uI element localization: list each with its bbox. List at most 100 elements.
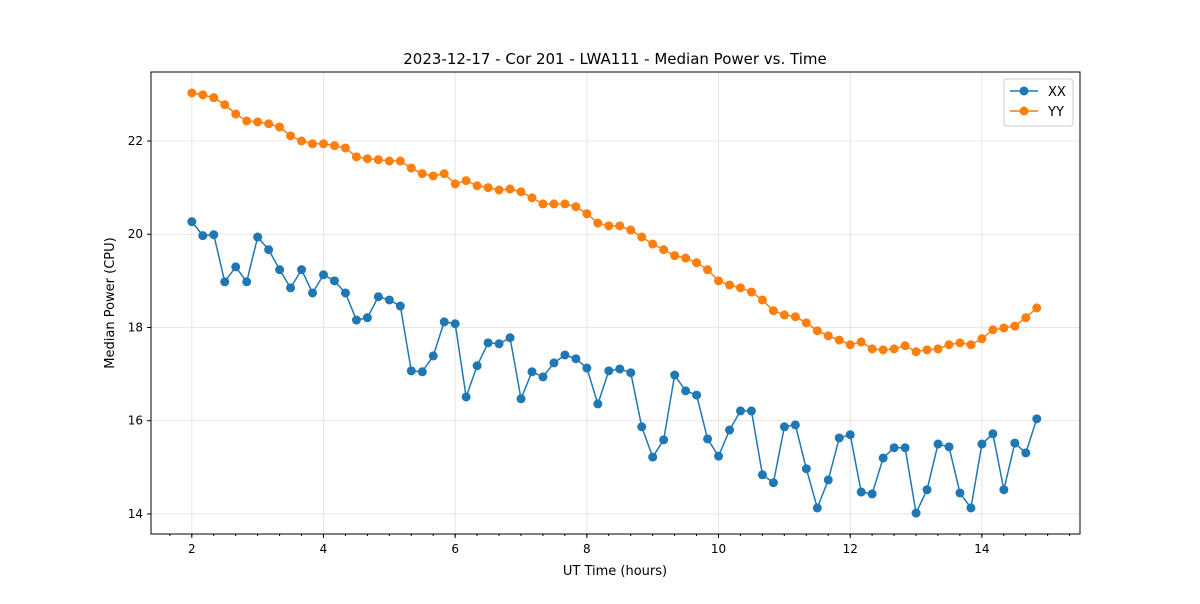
data-point-yy — [801, 318, 811, 328]
data-point-xx — [516, 394, 526, 404]
data-point-xx — [977, 439, 987, 449]
data-point-yy — [955, 338, 965, 348]
data-point-yy — [461, 176, 471, 186]
data-point-xx — [812, 503, 822, 513]
data-point-yy — [999, 323, 1009, 333]
y-tick-label: 22 — [128, 134, 143, 148]
x-tick-label: 2 — [188, 542, 196, 556]
data-point-xx — [384, 295, 394, 305]
data-point-yy — [779, 310, 789, 320]
legend-yy-label: YY — [1047, 105, 1064, 120]
data-point-yy — [746, 287, 756, 297]
data-point-yy — [264, 119, 274, 129]
grid — [151, 72, 1080, 534]
data-point-yy — [703, 265, 713, 275]
data-point-xx — [714, 451, 724, 461]
data-point-yy — [867, 344, 877, 354]
y-tick-label: 16 — [128, 414, 143, 428]
data-point-xx — [461, 392, 471, 402]
data-point-xx — [878, 453, 888, 463]
data-point-xx — [319, 270, 329, 280]
data-point-yy — [593, 218, 603, 228]
data-point-xx — [494, 339, 504, 349]
data-point-yy — [692, 258, 702, 268]
data-point-yy — [735, 283, 745, 293]
data-point-yy — [340, 143, 350, 153]
data-point-yy — [329, 141, 339, 151]
data-point-yy — [878, 345, 888, 355]
plot-frame — [150, 71, 1081, 535]
data-point-yy — [681, 253, 691, 263]
x-tick-label: 4 — [320, 542, 328, 556]
data-point-yy — [615, 221, 625, 231]
data-point-xx — [527, 367, 537, 377]
x-tick-label: 12 — [843, 542, 858, 556]
data-point-yy — [714, 276, 724, 286]
data-point-xx — [725, 425, 735, 435]
data-point-yy — [483, 183, 493, 193]
data-point-yy — [308, 139, 318, 149]
data-point-yy — [757, 295, 767, 305]
data-point-xx — [626, 368, 636, 378]
data-point-yy — [648, 239, 658, 249]
data-point-yy — [670, 251, 680, 261]
data-point-xx — [681, 386, 691, 396]
data-point-xx — [428, 351, 438, 361]
data-point-xx — [637, 422, 647, 432]
data-point-yy — [384, 156, 394, 166]
data-point-yy — [220, 100, 230, 110]
data-point-yy — [659, 245, 669, 255]
data-point-xx — [944, 442, 954, 452]
data-point-xx — [768, 478, 778, 488]
data-point-xx — [911, 508, 921, 518]
data-point-xx — [922, 485, 932, 495]
data-point-yy — [944, 340, 954, 350]
data-point-yy — [505, 184, 515, 194]
data-point-yy — [966, 340, 976, 350]
data-point-yy — [823, 331, 833, 341]
data-point-yy — [637, 232, 647, 242]
y-axis-label: Median Power (CPU) — [103, 237, 118, 368]
data-point-yy — [527, 193, 537, 203]
data-point-xx — [955, 488, 965, 498]
data-point-xx — [362, 313, 372, 323]
data-point-xx — [395, 301, 405, 311]
data-point-yy — [977, 334, 987, 344]
data-point-xx — [593, 399, 603, 409]
data-point-yy — [768, 306, 778, 316]
data-point-yy — [1032, 303, 1042, 313]
data-point-xx — [1010, 438, 1020, 448]
data-point-yy — [516, 187, 526, 197]
data-point-yy — [900, 341, 910, 351]
data-point-xx — [275, 265, 285, 275]
data-point-yy — [439, 169, 449, 179]
data-point-yy — [549, 199, 559, 209]
y-tick-label: 20 — [128, 227, 143, 241]
legend-xx-marker — [1019, 86, 1029, 96]
data-point-xx — [999, 485, 1009, 495]
data-point-xx — [692, 390, 702, 400]
data-point-yy — [362, 154, 372, 164]
legend-yy-marker — [1019, 106, 1029, 116]
x-tick-label: 8 — [583, 542, 591, 556]
data-point-xx — [823, 475, 833, 485]
data-point-xx — [648, 452, 658, 462]
data-point-yy — [889, 344, 899, 354]
data-point-xx — [439, 317, 449, 327]
data-point-yy — [922, 345, 932, 355]
data-point-xx — [988, 429, 998, 439]
data-point-xx — [286, 283, 296, 293]
y-tick-label: 18 — [128, 320, 143, 334]
series-group — [187, 88, 1042, 518]
data-point-xx — [571, 354, 581, 364]
data-point-xx — [472, 361, 482, 371]
data-point-yy — [494, 185, 504, 195]
data-point-yy — [198, 90, 208, 100]
data-point-yy — [812, 326, 822, 336]
data-point-xx — [933, 439, 943, 449]
data-point-xx — [703, 434, 713, 444]
data-point-yy — [406, 163, 416, 173]
data-point-yy — [571, 202, 581, 212]
data-point-xx — [1032, 414, 1042, 424]
